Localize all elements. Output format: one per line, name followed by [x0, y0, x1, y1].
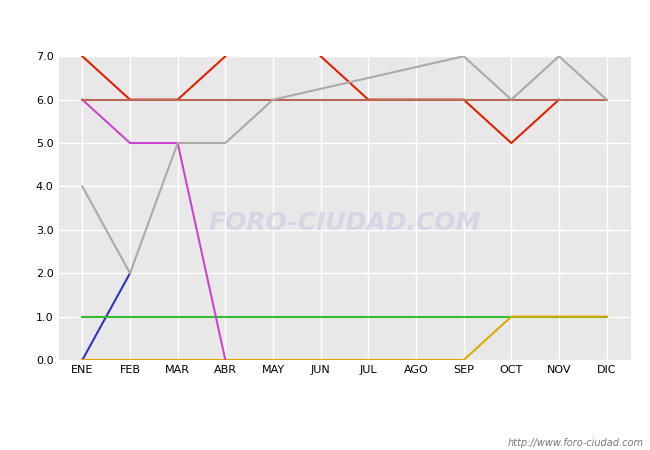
Text: http://www.foro-ciudad.com: http://www.foro-ciudad.com — [508, 438, 644, 448]
Text: FORO-CIUDAD.COM: FORO-CIUDAD.COM — [208, 212, 481, 235]
Text: Afiliados en Gatón de Campos a 30/9/2024: Afiliados en Gatón de Campos a 30/9/2024 — [147, 14, 503, 33]
